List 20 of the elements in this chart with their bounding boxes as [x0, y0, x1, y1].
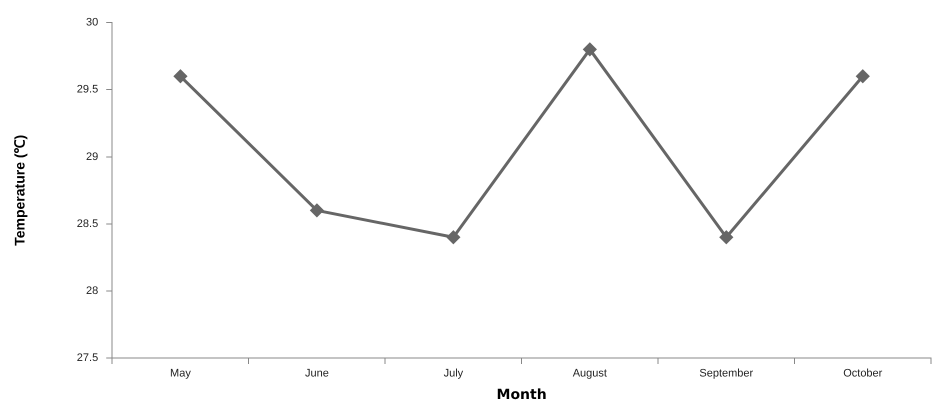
y-tick-label: 27.5: [76, 352, 98, 364]
point: [446, 230, 460, 244]
point: [310, 204, 324, 217]
y-tick-label: 29.5: [76, 84, 98, 96]
point: [583, 42, 596, 56]
point: [856, 70, 870, 83]
x-tick-label: July: [444, 368, 464, 380]
x-tick-label: May: [170, 368, 192, 380]
x-axis-title: Month: [496, 387, 547, 404]
y-tick-label: 28: [86, 284, 98, 297]
x-tick-label: June: [304, 368, 329, 380]
x-tick-label: August: [572, 368, 607, 380]
point: [174, 70, 187, 83]
y-axis-title: Temperature (℃): [11, 134, 28, 246]
x-tick-label: September: [699, 368, 754, 380]
y-tick-label: 30: [86, 16, 98, 29]
y-tick-label: 29: [86, 150, 98, 163]
x-tick-label: October: [843, 368, 883, 380]
point: [720, 230, 733, 244]
y-tick-label: 28.5: [76, 218, 98, 230]
